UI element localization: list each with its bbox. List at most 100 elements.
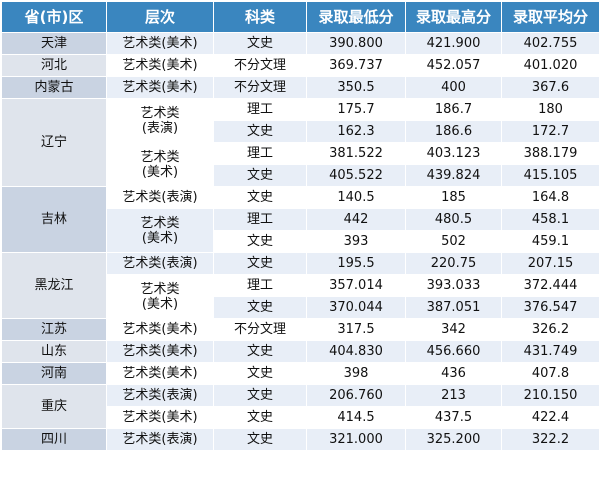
min-score-cell: 398 — [306, 362, 406, 385]
subject-cell: 理工 — [213, 142, 307, 165]
subject-cell: 文史 — [213, 32, 307, 55]
level-line: 艺术类 — [140, 105, 180, 121]
max-score-cell: 439.824 — [405, 164, 502, 187]
max-score-cell: 213 — [405, 384, 502, 407]
min-score-cell: 404.830 — [306, 340, 406, 363]
table-row: 吉林 艺术类(表演) 文史 140.5 185 164.8 — [1, 186, 600, 253]
level-line: 艺术类 — [140, 149, 180, 165]
avg-score-cell: 415.105 — [501, 164, 600, 187]
avg-score-cell: 422.4 — [501, 406, 600, 429]
avg-score-cell: 402.755 — [501, 32, 600, 55]
max-score-cell: 186.6 — [405, 120, 502, 143]
province-cell: 江苏 — [1, 318, 107, 341]
subject-cell: 理工 — [213, 98, 307, 121]
avg-score-cell: 458.1 — [501, 208, 600, 231]
subject-cell: 不分文理 — [213, 318, 307, 341]
max-score-cell: 400 — [405, 76, 502, 99]
avg-score-cell: 376.547 — [501, 296, 600, 319]
table-row: 艺术类 (美术) 理工 381.522 403.123 388.179 — [2, 142, 600, 187]
subject-cell: 文史 — [213, 296, 307, 319]
subject-cell: 不分文理 — [213, 76, 307, 99]
level-cell: 艺术类(表演) — [106, 186, 214, 209]
min-score-cell: 370.044 — [306, 296, 406, 319]
subject-cell: 文史 — [213, 186, 307, 209]
province-cell: 内蒙古 — [1, 76, 107, 99]
min-score-cell: 162.3 — [306, 120, 406, 143]
min-score-cell: 321.000 — [306, 428, 406, 451]
avg-score-cell: 367.6 — [501, 76, 600, 99]
table-row: 黑龙江 艺术类(表演) 文史 195.5 220.75 207.15 — [1, 252, 600, 319]
avg-score-cell: 180 — [501, 98, 600, 121]
avg-score-cell: 207.15 — [501, 252, 600, 275]
admission-scores-table: 省(市)区 层次 科类 录取最低分 录取最高分 录取平均分 天津 艺术类(美术)… — [1, 1, 600, 451]
avg-score-cell: 164.8 — [501, 186, 600, 209]
subject-cell: 理工 — [213, 274, 307, 297]
level-cell: 艺术类 (美术) — [106, 274, 214, 319]
subject-cell: 文史 — [213, 362, 307, 385]
subject-cell: 文史 — [213, 164, 307, 187]
min-score-cell: 405.522 — [306, 164, 406, 187]
level-cell: 艺术类(表演) — [106, 252, 214, 275]
level-cell: 艺术类(美术) — [106, 76, 214, 99]
subject-cell: 文史 — [213, 406, 307, 429]
avg-score-cell: 401.020 — [501, 54, 600, 77]
level-cell: 艺术类 (美术) — [106, 208, 214, 253]
subject-cell: 文史 — [213, 384, 307, 407]
header-min-score: 录取最低分 — [306, 1, 406, 33]
province-cell: 吉林 — [1, 186, 107, 253]
header-max-score: 录取最高分 — [405, 1, 502, 33]
province-cell: 辽宁 — [1, 98, 107, 187]
table-row: 艺术类 (美术) 理工 357.014 393.033 372.444 — [2, 274, 600, 319]
max-score-cell: 387.051 — [405, 296, 502, 319]
subject-cell: 文史 — [213, 252, 307, 275]
max-score-cell: 186.7 — [405, 98, 502, 121]
avg-score-cell: 388.179 — [501, 142, 600, 165]
subject-cell: 文史 — [213, 120, 307, 143]
table-row: 河南 艺术类(美术) 文史 398 436 407.8 — [1, 362, 600, 385]
header-subject: 科类 — [213, 1, 307, 33]
avg-score-cell: 431.749 — [501, 340, 600, 363]
max-score-cell: 403.123 — [405, 142, 502, 165]
avg-score-cell: 326.2 — [501, 318, 600, 341]
max-score-cell: 452.057 — [405, 54, 502, 77]
table-row: 文史 162.3 186.6 172.7 — [2, 120, 600, 143]
min-score-cell: 414.5 — [306, 406, 406, 429]
avg-score-cell: 322.2 — [501, 428, 600, 451]
province-cell: 四川 — [1, 428, 107, 451]
max-score-cell: 220.75 — [405, 252, 502, 275]
max-score-cell: 393.033 — [405, 274, 502, 297]
min-score-cell: 381.522 — [306, 142, 406, 165]
level-line: (美术) — [141, 164, 179, 180]
level-cell: 艺术类 (表演) — [106, 98, 214, 143]
table-row: 重庆 艺术类(表演) 文史 206.760 213 210.150 — [1, 384, 600, 429]
level-cell: 艺术类(美术) — [106, 54, 214, 77]
avg-score-cell: 407.8 — [501, 362, 600, 385]
header-level: 层次 — [106, 1, 214, 33]
province-cell: 山东 — [1, 340, 107, 363]
level-cell: 艺术类 (美术) — [106, 142, 214, 187]
level-cell: 艺术类(美术) — [106, 318, 214, 341]
table-row: 艺术类 (美术) 理工 442 480.5 458.1 — [2, 208, 600, 253]
level-line: 艺术类 — [140, 215, 180, 231]
max-score-cell: 456.660 — [405, 340, 502, 363]
table-row: 内蒙古 艺术类(美术) 不分文理 350.5 400 367.6 — [1, 76, 600, 99]
max-score-cell: 325.200 — [405, 428, 502, 451]
max-score-cell: 342 — [405, 318, 502, 341]
header-avg-score: 录取平均分 — [501, 1, 600, 33]
level-cell: 艺术类(美术) — [106, 362, 214, 385]
level-line: 艺术类 — [140, 281, 180, 297]
min-score-cell: 206.760 — [306, 384, 406, 407]
province-cell: 河北 — [1, 54, 107, 77]
table-row: 天津 艺术类(美术) 文史 390.800 421.900 402.755 — [1, 32, 600, 55]
subject-cell: 文史 — [213, 428, 307, 451]
max-score-cell: 502 — [405, 230, 502, 253]
table-row: 江苏 艺术类(美术) 不分文理 317.5 342 326.2 — [1, 318, 600, 341]
max-score-cell: 437.5 — [405, 406, 502, 429]
min-score-cell: 369.737 — [306, 54, 406, 77]
subject-cell: 不分文理 — [213, 54, 307, 77]
level-cell: 艺术类(表演) — [106, 428, 214, 451]
level-line: (美术) — [141, 296, 179, 312]
min-score-cell: 175.7 — [306, 98, 406, 121]
max-score-cell: 421.900 — [405, 32, 502, 55]
province-cell: 黑龙江 — [1, 252, 107, 319]
